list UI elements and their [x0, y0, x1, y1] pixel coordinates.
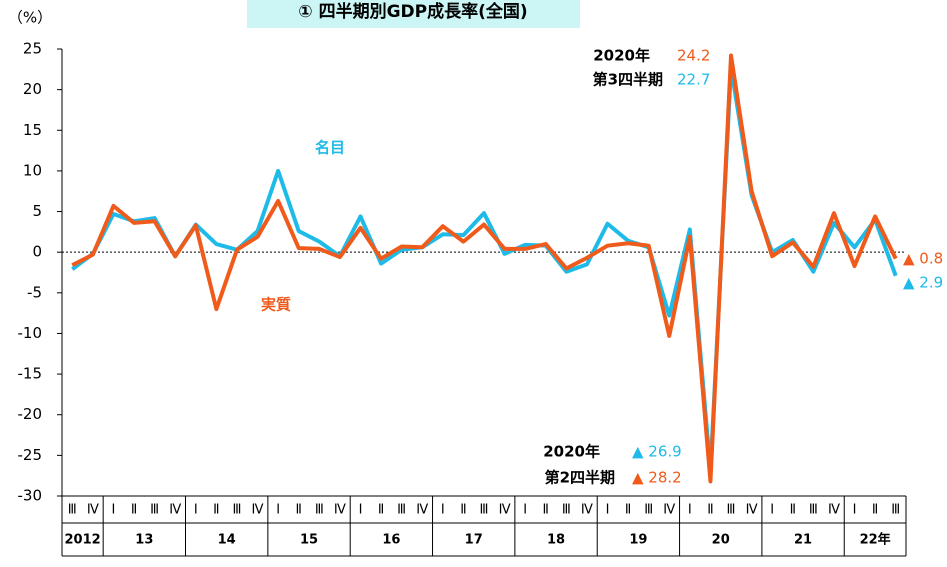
- data-label: 22.7: [677, 71, 710, 89]
- year-label: 15: [300, 533, 318, 548]
- x-tick-label: Ⅳ: [87, 503, 99, 518]
- x-tick-label: Ⅰ: [359, 503, 363, 518]
- data-label: ▲ 26.9: [632, 443, 682, 461]
- x-tick-label: Ⅱ: [872, 503, 878, 518]
- x-tick-label: Ⅳ: [169, 503, 181, 518]
- x-tick-label: Ⅰ: [112, 503, 116, 518]
- chart-title: ① 四半期別GDP成長率(全国): [298, 1, 527, 22]
- x-tick-label: Ⅲ: [397, 503, 406, 518]
- annotation: 2020年: [543, 443, 600, 461]
- year-label: 20: [712, 533, 730, 548]
- x-tick-label: Ⅲ: [68, 503, 77, 518]
- x-tick-label: Ⅲ: [727, 503, 736, 518]
- x-tick-label: Ⅰ: [770, 503, 774, 518]
- y-tick-label: 20: [23, 80, 42, 98]
- annotation: 2020年: [593, 47, 650, 65]
- year-label: 22年: [860, 532, 891, 548]
- x-tick-label: Ⅳ: [499, 503, 511, 518]
- x-tick-label: Ⅲ: [809, 503, 818, 518]
- year-label: 16: [382, 533, 400, 548]
- y-tick-label: -20: [18, 405, 43, 423]
- x-tick-label: Ⅲ: [150, 503, 159, 518]
- x-tick-label: Ⅱ: [790, 503, 796, 518]
- data-label: ▲ 2.9: [903, 274, 943, 292]
- y-tick-label: -25: [18, 446, 43, 464]
- y-tick-label: -15: [18, 365, 43, 383]
- x-tick-label: Ⅱ: [296, 503, 302, 518]
- x-tick-label: Ⅰ: [688, 503, 692, 518]
- y-tick-label: 10: [23, 161, 42, 179]
- x-tick-label: Ⅱ: [378, 503, 384, 518]
- x-tick-label: Ⅱ: [460, 503, 466, 518]
- year-label: 17: [465, 533, 483, 548]
- x-tick-label: Ⅲ: [232, 503, 241, 518]
- year-label: 18: [547, 533, 565, 548]
- series-line: [71, 65, 898, 473]
- x-tick-label: Ⅰ: [853, 503, 857, 518]
- x-tick-label: Ⅲ: [891, 503, 900, 518]
- y-axis-label: （%）: [8, 9, 52, 27]
- x-tick-label: Ⅳ: [828, 503, 840, 518]
- x-tick-label: Ⅱ: [213, 503, 219, 518]
- series-label: 名目: [315, 139, 345, 157]
- y-tick-label: -10: [18, 324, 43, 342]
- annotation: 第2四半期: [545, 469, 615, 487]
- year-label: 13: [135, 533, 153, 548]
- x-tick-label: Ⅳ: [663, 503, 675, 518]
- year-label: 21: [794, 533, 812, 548]
- data-label: 24.2: [677, 47, 710, 65]
- x-tick-label: Ⅱ: [131, 503, 137, 518]
- x-tick-label: Ⅱ: [625, 503, 631, 518]
- x-tick-label: Ⅱ: [543, 503, 549, 518]
- x-tick-label: Ⅰ: [606, 503, 610, 518]
- annotation: 第3四半期: [593, 71, 663, 89]
- x-tick-label: Ⅰ: [194, 503, 198, 518]
- x-tick-label: Ⅲ: [644, 503, 653, 518]
- x-tick-label: Ⅰ: [441, 503, 445, 518]
- year-label: 14: [218, 533, 236, 548]
- year-label: 2012: [64, 533, 100, 548]
- year-label: 19: [629, 533, 647, 548]
- x-tick-label: Ⅳ: [334, 503, 346, 518]
- x-tick-label: Ⅳ: [416, 503, 428, 518]
- data-label: ▲ 28.2: [632, 469, 682, 487]
- title-background: [247, 0, 580, 28]
- y-tick-label: -5: [27, 283, 42, 301]
- x-tick-label: Ⅱ: [707, 503, 713, 518]
- x-tick-label: Ⅳ: [746, 503, 758, 518]
- x-tick-label: Ⅳ: [581, 503, 593, 518]
- x-tick-label: Ⅲ: [480, 503, 489, 518]
- y-tick-label: 5: [32, 202, 42, 220]
- x-tick-label: Ⅲ: [562, 503, 571, 518]
- y-tick-label: 15: [23, 121, 42, 139]
- series-line: [71, 53, 898, 484]
- x-tick-label: Ⅲ: [315, 503, 324, 518]
- y-tick-label: 25: [23, 40, 42, 58]
- data-label: ▲ 0.8: [903, 250, 943, 268]
- x-tick-label: Ⅳ: [252, 503, 264, 518]
- y-tick-label: 0: [32, 243, 42, 261]
- series-label: 実質: [261, 296, 291, 314]
- y-tick-label: -30: [18, 487, 43, 505]
- x-tick-label: Ⅰ: [276, 503, 280, 518]
- x-tick-label: Ⅰ: [523, 503, 527, 518]
